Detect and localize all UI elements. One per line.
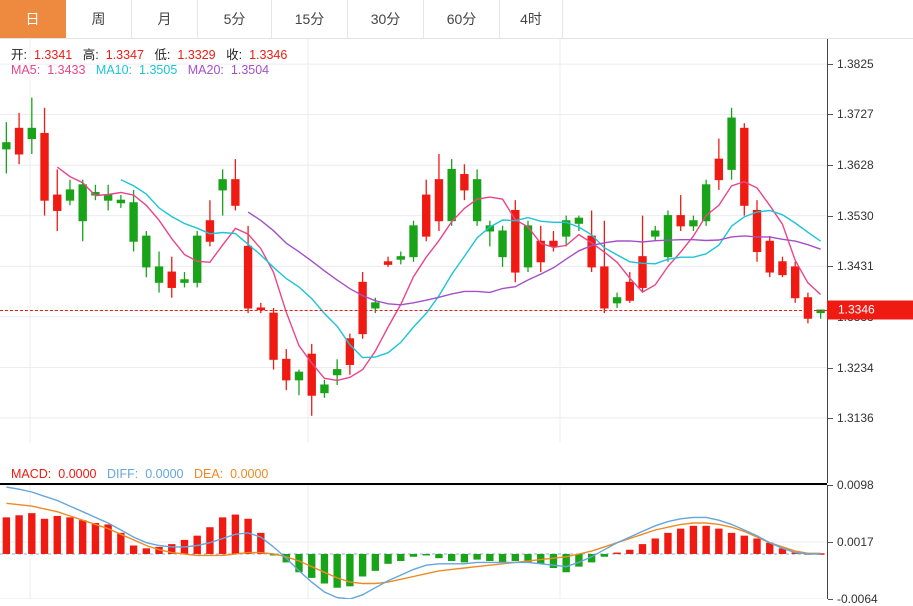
tab-5[interactable]: 30分 [348,0,424,38]
macd-chart-pane[interactable] [0,485,827,599]
price-chart-pane[interactable] [0,39,827,443]
dea-label: DEA: [193,467,224,481]
price-axis-label: 1.3825 [837,57,874,72]
current-price-line [0,310,827,312]
price-axis-tick [828,64,833,66]
price-axis-tick [828,215,833,217]
ma20-value: 1.3504 [230,63,270,77]
price-axis-tick [828,266,833,268]
tab-3[interactable]: 5分 [198,0,272,38]
close-label: 收: [226,48,243,62]
close-value: 1.3346 [249,48,288,62]
tab-0[interactable]: 日 [0,0,66,38]
price-axis-label: 1.3727 [837,107,874,122]
price-axis-tick [828,417,833,419]
macd-axis-label: -0.0064 [837,592,878,606]
price-axis-label: 1.3530 [837,208,874,223]
macd-axis: 0.0098 0.0017 -0.0064 [827,478,913,606]
price-axis-label: 1.3628 [837,158,874,173]
ma5-label: MA5: [11,63,41,77]
dea-value: 0.0000 [230,467,269,481]
diff-value: 0.0000 [145,467,184,481]
macd-plot [0,485,827,599]
macd-axis-label: 0.0098 [837,478,874,492]
macd-axis-tick [828,542,833,543]
open-value: 1.3341 [33,48,73,62]
low-value: 1.3329 [177,48,216,62]
macd-label: MACD: [11,467,52,481]
price-axis-label: 1.3234 [837,360,874,375]
price-axis-tick [828,367,833,369]
macd-axis-tick [828,485,833,486]
ma20-label: MA20: [187,63,224,77]
pane-separator [0,483,827,485]
diff-label: DIFF: [107,467,139,481]
ma5-value: 1.3433 [47,63,86,77]
macd-value: 0.0000 [58,467,97,481]
tab-4[interactable]: 15分 [272,0,348,38]
tab-7[interactable]: 4时 [500,0,563,38]
price-axis-tick [828,114,833,116]
price-axis: 1.38251.37271.36281.35301.34311.33331.32… [827,39,913,483]
macd-legend: MACD: 0.0000 DIFF: 0.0000 DEA: 0.0000 [11,467,275,481]
ma10-value: 1.3505 [139,63,178,77]
price-axis-label: 1.3136 [837,410,874,425]
current-price-marker: 1.3346 [827,300,913,320]
tab-1[interactable]: 周 [66,0,132,38]
price-axis-label: 1.3431 [837,259,874,274]
price-axis-tick [828,165,833,167]
macd-axis-tick [828,599,833,600]
low-label: 低: [154,48,171,62]
ohlc-legend: 开: 1.3341 高: 1.3347 低: 1.3329 收: 1.3346 [11,44,294,63]
high-label: 高: [82,48,99,62]
period-tab-bar: 日周月 5分 15分 30分 60分 4时 [0,0,913,39]
high-value: 1.3347 [105,48,144,62]
price-plot [0,39,827,443]
open-label: 开: [11,48,27,62]
macd-axis-label: 0.0017 [837,535,874,549]
ma-legend: MA5: 1.3433 MA10: 1.3505 MA20: 1.3504 [11,63,276,77]
ma10-label: MA10: [95,63,133,77]
tab-6[interactable]: 60分 [424,0,500,38]
tab-2[interactable]: 月 [132,0,198,38]
chart-area: 开: 1.3341 高: 1.3347 低: 1.3329 收: 1.3346 MA5:… [0,39,913,606]
